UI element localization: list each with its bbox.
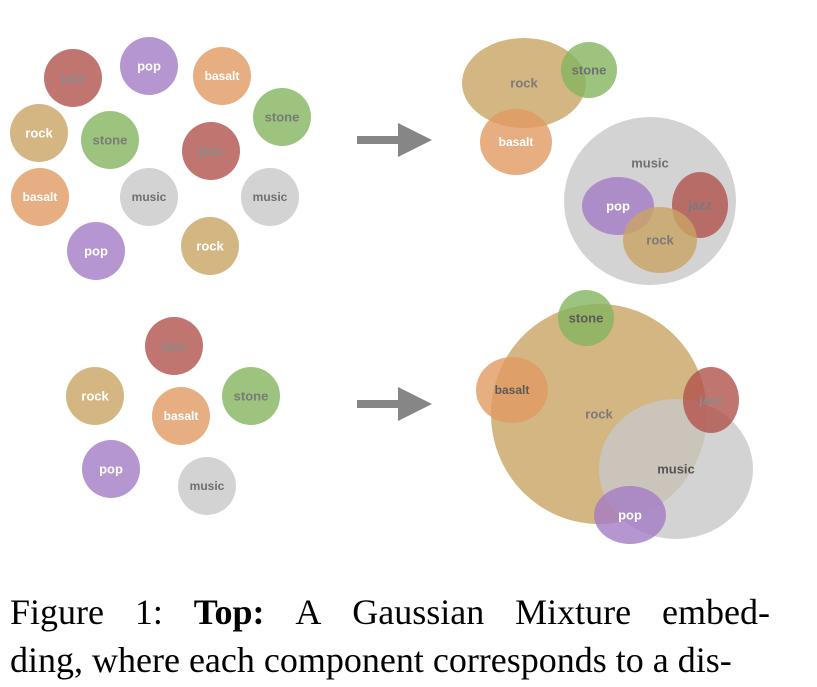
- stone-label: stone: [569, 311, 604, 326]
- basalt-blob: [11, 168, 69, 226]
- bottom-right-panel: rock music stone basalt jazz pop: [476, 290, 753, 544]
- pop-label: pop: [99, 462, 123, 477]
- rock-label: rock: [510, 76, 538, 91]
- jazz-blob: [683, 367, 739, 433]
- jazz-blob: [145, 317, 203, 375]
- rock-label: rock: [25, 126, 53, 141]
- stone-label: stone: [265, 110, 300, 125]
- pop-blob: [67, 222, 125, 280]
- basalt-blob: [193, 47, 251, 105]
- stone-blob: [222, 367, 280, 425]
- rock-blob: [623, 207, 697, 273]
- bottom-left-panel: jazz rock stone basalt pop music: [66, 317, 280, 515]
- jazz-label: jazz: [161, 339, 186, 354]
- caption-word: embed-: [662, 592, 770, 632]
- music-label: music: [657, 462, 695, 477]
- music-label: music: [190, 479, 225, 493]
- basalt-blob: [480, 109, 552, 175]
- caption-word: Figure: [10, 592, 104, 632]
- pop-label: pop: [137, 59, 161, 74]
- rock-blob: [462, 38, 586, 128]
- pop-blob: [594, 486, 666, 544]
- jazz-label: jazz: [198, 144, 223, 159]
- caption-bold-label: Top:: [193, 592, 265, 632]
- rock-label: rock: [646, 233, 674, 248]
- caption-word: Mixture: [515, 592, 632, 632]
- stone-blob: [561, 42, 617, 98]
- caption-line-1: Figure 1: Top: A Gaussian Mixture embed-: [10, 588, 770, 636]
- basalt-label: basalt: [205, 69, 240, 83]
- jazz-blob: [44, 49, 102, 107]
- music-label: music: [631, 156, 669, 171]
- jazz-label: jazz: [60, 71, 85, 86]
- music-blob: [241, 168, 299, 226]
- jazz-blob: [182, 122, 240, 180]
- basalt-label: basalt: [23, 190, 58, 204]
- arrow-icon: [357, 123, 432, 157]
- stone-label: stone: [572, 63, 607, 78]
- stone-label: stone: [234, 389, 269, 404]
- basalt-label: basalt: [499, 135, 534, 149]
- top-right-panel: music rock stone basalt pop jazz rock: [462, 38, 736, 285]
- pop-label: pop: [84, 244, 108, 259]
- pop-blob: [120, 37, 178, 95]
- rock-blob: [66, 367, 124, 425]
- music-blob: [178, 457, 236, 515]
- music-label: music: [253, 190, 288, 204]
- rock-label: rock: [585, 407, 613, 422]
- basalt-label: basalt: [495, 383, 530, 397]
- stone-blob: [253, 88, 311, 146]
- rock-blob: [10, 104, 68, 162]
- figure-caption: Figure 1: Top: A Gaussian Mixture embed-…: [10, 588, 770, 684]
- rock-label: rock: [196, 239, 224, 254]
- pop-label: pop: [618, 508, 642, 523]
- basalt-blob: [476, 357, 548, 423]
- jazz-label: jazz: [698, 393, 723, 408]
- stone-label: stone: [93, 133, 128, 148]
- stone-blob: [558, 290, 614, 346]
- pop-label: pop: [606, 199, 630, 214]
- basalt-label: basalt: [164, 409, 199, 423]
- stone-blob: [81, 111, 139, 169]
- top-left-panel: jazz pop basalt stone rock stone jazz basalt mus…: [10, 37, 311, 280]
- music-blob: [120, 168, 178, 226]
- rock-label: rock: [81, 389, 109, 404]
- rock-blob: [181, 217, 239, 275]
- caption-word: A: [295, 592, 322, 632]
- caption-line-2: ding, where each component corresponds t…: [10, 640, 732, 680]
- jazz-label: jazz: [687, 198, 712, 213]
- basalt-blob: [152, 387, 210, 445]
- caption-word: 1:: [134, 592, 163, 632]
- pop-blob: [82, 440, 140, 498]
- music-label: music: [132, 190, 167, 204]
- arrows: [357, 123, 432, 421]
- arrow-icon: [357, 387, 432, 421]
- caption-word: Gaussian: [352, 592, 485, 632]
